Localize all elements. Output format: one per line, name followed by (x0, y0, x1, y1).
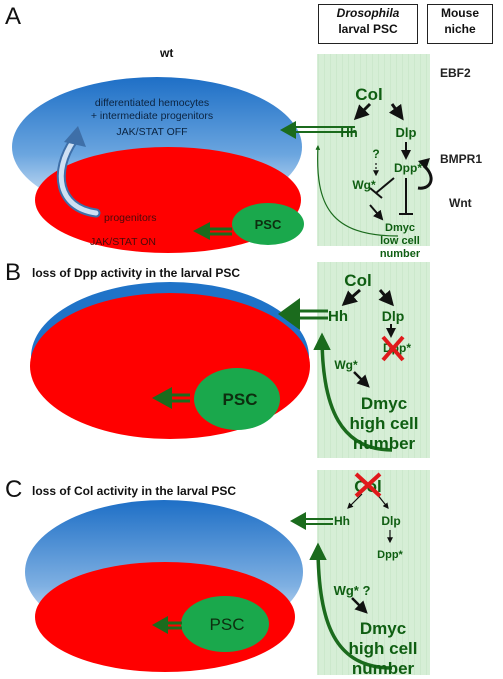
niche-box-b (317, 262, 430, 458)
panel-letter-c: C (5, 476, 23, 503)
dpp-loss-cross-b (381, 335, 405, 362)
panel-letter-b: B (5, 259, 22, 286)
psc-a (232, 203, 304, 245)
outcome-high-2-b: number (353, 434, 416, 453)
hemocytes-label-2: + intermediate progenitors (91, 110, 213, 122)
panel-title-c: loss of Col activity in the larval PSC (32, 484, 237, 498)
outcome-high-1-b: high cell (350, 414, 419, 433)
node-dpp-a: Dpp* (394, 161, 422, 175)
node-dlp-c: Dlp (381, 514, 400, 528)
psc-label-b: PSC (223, 390, 258, 409)
psc-label-a: PSC (255, 217, 282, 232)
hh-output-arrow-c (290, 512, 306, 530)
node-dmyc-b: Dmyc (361, 394, 407, 413)
node-dlp-a: Dlp (396, 125, 417, 140)
node-col-a: Col (355, 85, 382, 104)
outcome-low-1-a: low cell (380, 235, 420, 247)
mouse-factor-wnt: Wnt (449, 196, 472, 210)
outcome-high-1-c: high cell (349, 639, 418, 658)
signal-arrow-a (193, 222, 210, 240)
drosophila-header: Drosophila larval PSC (318, 4, 418, 44)
hemocytes-label-1: differentiated hemocytes (95, 97, 209, 109)
panel-title-a: wt (160, 46, 174, 60)
mouse-header: Mouse niche (427, 4, 493, 44)
col-loss-cross-c (354, 472, 382, 498)
signal-arrow-c (152, 616, 168, 634)
node-dpp-c: Dpp* (377, 549, 403, 561)
outcome-low-2-a: number (380, 248, 421, 260)
psc-b (194, 368, 280, 430)
node-wg-b: Wg* (334, 358, 358, 372)
jakstat-on-label: JAK/STAT ON (90, 236, 156, 248)
drosophila-header-line2: larval PSC (338, 22, 398, 36)
node-wg-c: Wg* ? (334, 583, 371, 598)
node-col-b: Col (344, 271, 371, 290)
psc-label-c: PSC (210, 615, 245, 634)
unknown-link-a: ? (372, 147, 379, 161)
hh-output-arrow-b (278, 298, 300, 330)
node-hh-b: Hh (328, 308, 348, 325)
signal-arrow-b (152, 387, 172, 409)
node-dmyc-c: Dmyc (360, 619, 406, 638)
psc-c (181, 596, 269, 652)
drosophila-header-line1: Drosophila (336, 6, 400, 20)
mouse-header-line1: Mouse (440, 6, 479, 20)
jakstat-off-label: JAK/STAT OFF (116, 126, 187, 138)
mouse-factor-bmpr1: BMPR1 (440, 152, 483, 166)
node-hh-c: Hh (334, 514, 350, 528)
panel-letter-a: A (5, 3, 22, 30)
node-hh-a: Hh (340, 125, 357, 140)
mouse-header-line2: niche (444, 22, 476, 36)
node-dmyc-a: Dmyc (385, 222, 415, 234)
outcome-high-2-c: number (352, 659, 415, 678)
progenitors-label: progenitors (104, 212, 157, 224)
mouse-factor-ebf2: EBF2 (440, 66, 471, 80)
panel-title-b: loss of Dpp activity in the larval PSC (32, 266, 241, 280)
node-wg-a: Wg* (352, 178, 376, 192)
node-dlp-b: Dlp (382, 308, 405, 324)
hh-output-arrow-a (280, 121, 296, 139)
